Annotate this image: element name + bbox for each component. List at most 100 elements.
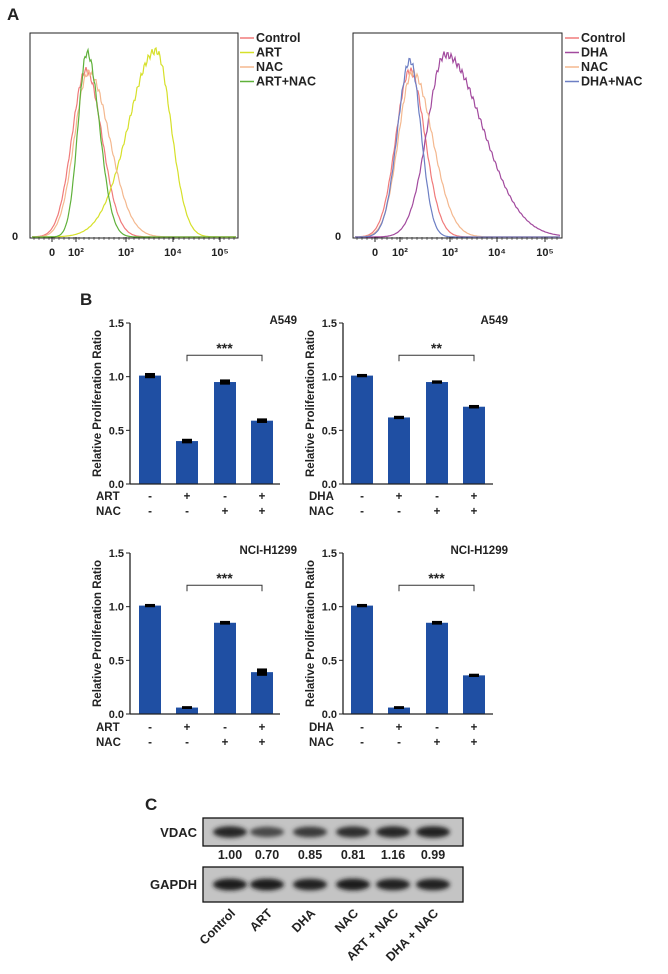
lane-label: NAC: [332, 906, 361, 935]
bar: [351, 605, 373, 714]
y-tick-label: 0.0: [322, 479, 337, 491]
bar: [426, 382, 448, 484]
error-bar: [145, 372, 155, 379]
treatment-label: DHA: [309, 491, 334, 503]
legend-label: Control: [256, 31, 300, 45]
y-tick-label: 1.5: [109, 318, 124, 330]
x-tick-label: 10²: [68, 247, 84, 259]
error-bar: [220, 620, 230, 625]
legend-label: NAC: [581, 60, 608, 74]
treatment-sign: -: [148, 491, 152, 503]
error-bar: [394, 706, 404, 709]
bar: [351, 375, 373, 484]
histogram-curve-art: [32, 46, 236, 238]
blot-band: [213, 878, 247, 891]
treatment-sign: -: [360, 491, 364, 503]
panel-b-bar-charts: 0.0 0.5 1.0 1.5 Relative Proliferation Ratio…: [92, 315, 508, 749]
panel-label-a: A: [7, 5, 19, 24]
treatment-sign: -: [397, 506, 401, 518]
panel-label-b: B: [80, 290, 92, 309]
y-tick-label: 1.5: [322, 318, 337, 330]
y-zero-label: 0: [12, 231, 18, 243]
error-bar: [220, 379, 230, 385]
error-bar: [357, 603, 367, 608]
x-tick-label: 0: [372, 247, 378, 259]
y-tick-label: 0.5: [109, 655, 124, 667]
y-tick-label: 1.0: [322, 602, 337, 614]
blot-band: [416, 878, 450, 891]
x-tick-label: 10⁵: [211, 247, 228, 259]
y-tick-label: 0.5: [322, 655, 337, 667]
blot-gapdh: GAPDH: [150, 866, 464, 903]
y-tick-label: 1.5: [109, 548, 124, 560]
treatment-sign: +: [471, 506, 478, 518]
treatment-sign: +: [222, 737, 229, 749]
treatment-sign: -: [148, 737, 152, 749]
treatment-label: ART: [96, 722, 120, 734]
error-bar: [469, 404, 479, 409]
error-bar: [357, 373, 367, 378]
histogram-curve-dha: [355, 51, 561, 238]
treatment-sign: -: [435, 491, 439, 503]
bar: [176, 441, 198, 484]
bar-chart-3: 0.0 0.5 1.0 1.5 Relative Proliferation Ratio…: [92, 545, 297, 749]
treatment-sign: -: [223, 491, 227, 503]
bar: [176, 707, 198, 714]
quantification-value: 0.81: [341, 848, 365, 862]
y-axis-label: Relative Proliferation Ratio: [92, 330, 104, 477]
treatment-label: ART: [96, 491, 120, 503]
y-zero-label: 0: [335, 231, 341, 243]
legend-label: Control: [581, 31, 625, 45]
y-tick-label: 0.0: [109, 479, 124, 491]
error-bar: [469, 673, 479, 678]
x-tick-label: 10⁴: [164, 247, 182, 259]
treatment-sign: -: [148, 722, 152, 734]
treatment-label: NAC: [309, 506, 334, 518]
treatment-sign: +: [471, 722, 478, 734]
x-tick-label: 10⁵: [536, 247, 553, 259]
bar: [214, 382, 236, 484]
quantification-value: 0.99: [421, 848, 445, 862]
blot-band: [416, 826, 450, 838]
treatment-sign: -: [148, 506, 152, 518]
bar: [251, 672, 273, 714]
y-tick-label: 0.5: [109, 425, 124, 437]
bar: [463, 406, 485, 484]
blot-row-label: GAPDH: [150, 877, 197, 892]
treatment-sign: -: [185, 737, 189, 749]
bar: [388, 417, 410, 484]
legend-label: ART: [256, 46, 282, 60]
bar-chart-1: 0.0 0.5 1.0 1.5 Relative Proliferation Ratio…: [92, 315, 297, 518]
bar: [139, 605, 161, 714]
chart-title: NCI-H1299: [450, 545, 508, 557]
y-tick-label: 0.0: [109, 709, 124, 721]
bar-chart-4: 0.0 0.5 1.0 1.5 Relative Proliferation Ratio…: [305, 545, 508, 749]
treatment-label: NAC: [96, 737, 121, 749]
error-bar: [432, 380, 442, 384]
legend-label: NAC: [256, 60, 283, 74]
histogram-curve-art-nac: [32, 47, 236, 238]
y-tick-label: 1.0: [322, 372, 337, 384]
blot-band: [293, 826, 327, 838]
blot-row-label: VDAC: [160, 825, 197, 840]
blot-band: [376, 878, 410, 891]
legend-label: DHA+NAC: [581, 75, 642, 89]
y-tick-label: 0.5: [322, 425, 337, 437]
treatment-sign: +: [471, 737, 478, 749]
blot-band: [336, 826, 370, 838]
treatment-sign: -: [223, 722, 227, 734]
chart-title: A549: [270, 315, 298, 327]
x-tick-label: 10³: [118, 247, 134, 259]
lane-label: Control: [197, 906, 238, 947]
significance-bracket: [398, 584, 475, 592]
quantification-value: 0.85: [298, 848, 322, 862]
chart-title: NCI-H1299: [239, 545, 297, 557]
significance-stars: ***: [428, 570, 445, 586]
bar: [463, 675, 485, 714]
x-tick-label: 10³: [442, 247, 458, 259]
error-bar: [257, 668, 267, 676]
